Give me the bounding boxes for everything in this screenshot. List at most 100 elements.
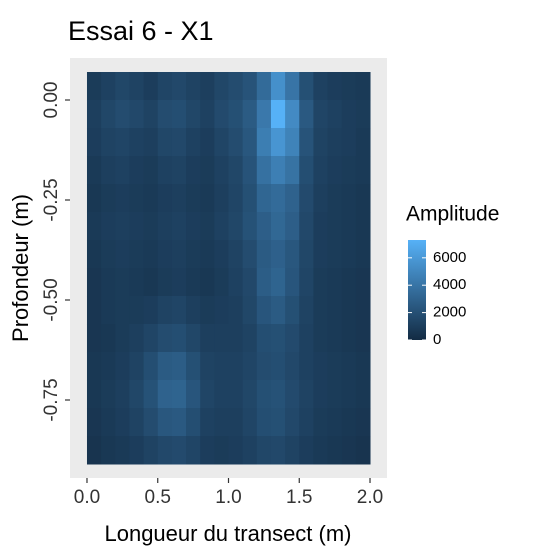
heatmap-cell: [313, 128, 329, 157]
heatmap-cell: [327, 156, 343, 185]
heatmap-cell: [143, 408, 159, 437]
heatmap-cell: [214, 212, 229, 241]
heatmap-cell: [200, 436, 215, 465]
heatmap-cell: [270, 268, 286, 297]
heatmap-cell: [256, 268, 272, 297]
heatmap-cell: [341, 156, 357, 185]
heatmap-cell: [299, 72, 314, 101]
heatmap-cell: [228, 296, 244, 325]
heatmap-cell: [171, 296, 187, 325]
heatmap-cell: [242, 156, 258, 185]
heatmap-cell: [86, 352, 102, 381]
heatmap-cell: [228, 408, 244, 437]
heatmap-cell: [171, 436, 187, 465]
heatmap-cell: [327, 100, 343, 129]
heatmap-cell: [143, 72, 159, 101]
heatmap-cell: [157, 128, 173, 157]
heatmap-cell: [299, 156, 314, 185]
heatmap-cell: [171, 240, 187, 269]
heatmap-cell: [313, 352, 329, 381]
heatmap-cell: [228, 100, 244, 129]
heatmap-cell: [200, 72, 215, 101]
heatmap-cell: [327, 184, 343, 213]
heatmap-cell: [101, 268, 116, 297]
x-tick-label: 1.5: [286, 487, 312, 508]
heatmap-cell: [157, 156, 173, 185]
heatmap-cell: [327, 324, 343, 353]
heatmap-cell: [101, 128, 116, 157]
heatmap-cell: [143, 128, 159, 157]
heatmap-cell: [214, 436, 229, 465]
y-axis-title: Profondeur (m): [8, 194, 33, 342]
heatmap-cell: [228, 212, 244, 241]
heatmap-cell: [200, 240, 215, 269]
heatmap-cell: [313, 100, 329, 129]
heatmap-cell: [341, 184, 357, 213]
heatmap-cell: [115, 296, 130, 325]
heatmap-cell: [86, 240, 102, 269]
heatmap-cell: [186, 268, 201, 297]
heatmap-cell: [341, 240, 357, 269]
heatmap-cell: [129, 100, 145, 129]
colorbar-label: 4000: [433, 276, 466, 293]
heatmap-cell: [327, 352, 343, 381]
heatmap-cell: [341, 128, 357, 157]
heatmap-cell: [285, 184, 300, 213]
heatmap-cell: [285, 100, 300, 129]
heatmap-cell: [256, 296, 272, 325]
y-tick-label: -0.50: [41, 278, 62, 321]
heatmap-cell: [228, 436, 244, 465]
heatmap-cell: [200, 408, 215, 437]
heatmap-cell: [327, 380, 343, 409]
heatmap-cell: [313, 408, 329, 437]
heatmap-cell: [214, 408, 229, 437]
heatmap-cell: [270, 380, 286, 409]
heatmap-cell: [186, 380, 201, 409]
heatmap-cell: [200, 380, 215, 409]
heatmap-cell: [214, 296, 229, 325]
heatmap-cell: [86, 296, 102, 325]
heatmap-cell: [86, 408, 102, 437]
heatmap-cell: [228, 324, 244, 353]
heatmap-cell: [186, 352, 201, 381]
heatmap-cell: [299, 324, 314, 353]
heatmap-cell: [341, 72, 357, 101]
y-tick-label: -0.25: [41, 178, 62, 221]
heatmap-cell: [256, 128, 272, 157]
heatmap-cell: [157, 72, 173, 101]
heatmap-cell: [101, 212, 116, 241]
heatmap-cell: [101, 296, 116, 325]
heatmap-cell: [299, 268, 314, 297]
heatmap-cell: [186, 100, 201, 129]
heatmap-cell: [115, 184, 130, 213]
heatmap-cell: [101, 240, 116, 269]
heatmap-cell: [171, 380, 187, 409]
heatmap-cell: [86, 100, 102, 129]
heatmap-cell: [355, 240, 371, 269]
heatmap-cell: [115, 72, 130, 101]
heatmap-cell: [214, 380, 229, 409]
heatmap-cell: [157, 268, 173, 297]
heatmap-cell: [200, 184, 215, 213]
heatmap-cell: [157, 184, 173, 213]
heatmap-cell: [299, 436, 314, 465]
heatmap-cell: [186, 72, 201, 101]
x-axis-title: Longueur du transect (m): [104, 521, 351, 546]
heatmap-cell: [186, 408, 201, 437]
heatmap-cell: [327, 240, 343, 269]
heatmap-cell: [115, 436, 130, 465]
heatmap-cell: [313, 184, 329, 213]
heatmap-cell: [214, 352, 229, 381]
heatmap-cell: [327, 268, 343, 297]
heatmap-cell: [143, 100, 159, 129]
heatmap-cell: [115, 240, 130, 269]
heatmap-cell: [129, 268, 145, 297]
heatmap-cell: [285, 128, 300, 157]
heatmap-cell: [299, 380, 314, 409]
heatmap-cell: [129, 212, 145, 241]
heatmap-cell: [143, 352, 159, 381]
heatmap-cell: [355, 380, 371, 409]
heatmap-cell: [115, 100, 130, 129]
heatmap-cell: [157, 324, 173, 353]
heatmap-cell: [157, 212, 173, 241]
